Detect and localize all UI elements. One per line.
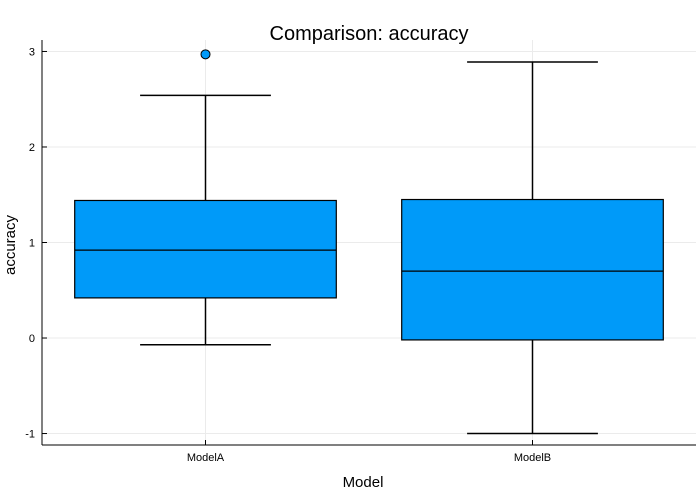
x-tick-label: ModelA	[187, 452, 225, 464]
x-axis-label: Model	[343, 474, 384, 491]
iqr-box	[74, 199, 337, 299]
y-tick-label: -1	[25, 429, 35, 441]
plot-layer	[74, 49, 664, 435]
outlier-point	[200, 49, 211, 60]
box-group-ModelA	[74, 49, 337, 346]
box-group-ModelB	[401, 61, 664, 435]
y-tick-label: 0	[29, 333, 35, 345]
x-tick-label: ModelB	[514, 452, 551, 464]
y-tick-label: 2	[29, 142, 35, 154]
y-tick-label: 1	[29, 238, 35, 250]
iqr-box	[401, 198, 664, 341]
y-tick-label: 3	[29, 46, 35, 58]
ticks-layer: -1 0 1 2 3 ModelA ModelB	[25, 46, 551, 464]
y-axis-label: accuracy	[2, 214, 19, 275]
chart-title: Comparison: accuracy	[270, 23, 469, 45]
